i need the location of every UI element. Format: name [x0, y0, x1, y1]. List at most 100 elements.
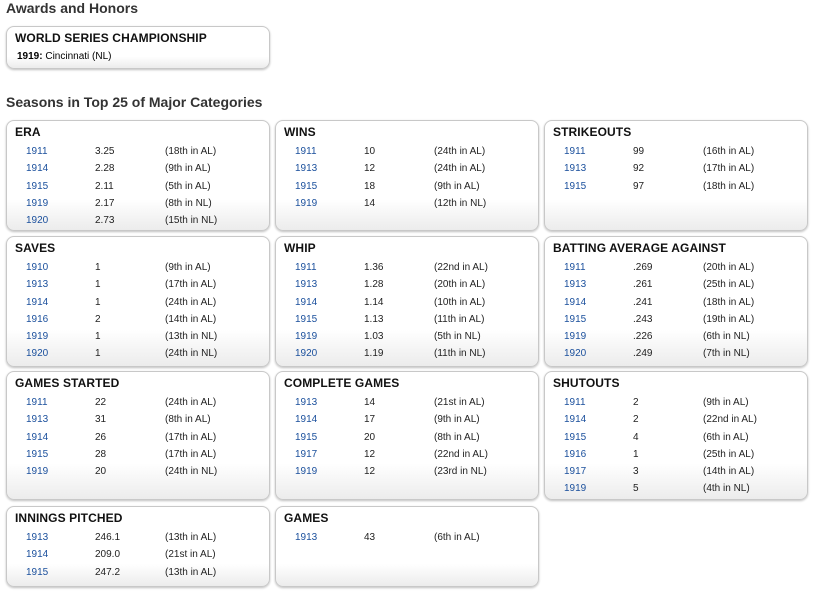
- season-year-link[interactable]: 1919: [564, 331, 587, 343]
- season-year-link[interactable]: 1914: [564, 296, 587, 308]
- category-title: GAMES: [284, 511, 329, 525]
- league-rank: (8th in NL): [165, 197, 212, 209]
- table-row: 1911 22 (24th in AL): [7, 394, 269, 411]
- league-rank: (9th in AL): [434, 414, 480, 426]
- season-year-link[interactable]: 1911: [295, 146, 317, 157]
- season-year-link[interactable]: 1919: [295, 466, 318, 478]
- category-title: WHIP: [284, 241, 316, 255]
- table-row: 1916 1 (25th in AL): [545, 446, 807, 463]
- table-row: 1913 12 (24th in AL): [276, 160, 538, 177]
- season-year-link[interactable]: 1919: [26, 466, 49, 478]
- season-year-link[interactable]: 1915: [26, 448, 49, 460]
- season-year-link[interactable]: 1911: [564, 397, 586, 408]
- stat-value: 4: [633, 431, 639, 443]
- season-year-link[interactable]: 1911: [564, 146, 586, 157]
- category-box-shutouts: SHUTOUTS 1911 2 (9th in AL) 1914 2 (22nd in AL…: [544, 371, 808, 500]
- table-row: 1913 1 (17th in AL): [7, 276, 269, 293]
- season-year-link[interactable]: 1920: [295, 348, 318, 360]
- season-year-link[interactable]: 1915: [295, 431, 318, 443]
- season-year-link[interactable]: 1911: [26, 146, 48, 157]
- table-row: 1914 209.0 (21st in AL): [7, 546, 269, 563]
- league-rank: (24th in AL): [165, 397, 217, 408]
- season-year-link[interactable]: 1913: [295, 397, 318, 408]
- season-year-link[interactable]: 1916: [564, 448, 587, 460]
- season-year-link[interactable]: 1914: [26, 296, 49, 308]
- season-year-link[interactable]: 1913: [26, 532, 49, 543]
- table-row: 1913 1.28 (20th in AL): [276, 276, 538, 293]
- season-year-link[interactable]: 1919: [26, 331, 49, 343]
- season-year-link[interactable]: 1914: [26, 163, 49, 175]
- season-year-link[interactable]: 1911: [564, 262, 586, 273]
- season-year-link[interactable]: 1913: [26, 279, 49, 291]
- stat-value: 92: [633, 163, 645, 175]
- awards-title: Awards and Honors: [6, 0, 138, 16]
- stat-value: .269: [633, 262, 653, 273]
- category-box-complete-games: COMPLETE GAMES 1913 14 (21st in AL) 1914 17 (9…: [275, 371, 539, 500]
- season-year-link[interactable]: 1914: [295, 296, 318, 308]
- table-row: 1911 3.25 (18th in AL): [7, 143, 269, 160]
- category-title: WINS: [284, 125, 316, 139]
- table-row: 1914 1.14 (10th in AL): [276, 294, 538, 311]
- league-rank: (22nd in AL): [434, 262, 488, 273]
- league-rank: (17th in AL): [165, 431, 217, 443]
- season-year-link[interactable]: 1917: [295, 448, 318, 460]
- season-year-link[interactable]: 1913: [26, 414, 49, 426]
- table-row: 1920 1 (24th in NL): [7, 345, 269, 362]
- season-year-link[interactable]: 1911: [295, 262, 317, 273]
- season-year-link[interactable]: 1910: [26, 262, 49, 273]
- league-rank: (17th in AL): [165, 448, 217, 460]
- season-year-link[interactable]: 1914: [26, 549, 49, 561]
- season-year-link[interactable]: 1913: [564, 163, 587, 175]
- stat-value: 10: [364, 146, 376, 157]
- season-year-link[interactable]: 1920: [26, 215, 49, 227]
- stat-value: 97: [633, 180, 645, 192]
- season-year-link[interactable]: 1919: [295, 331, 318, 343]
- season-year-link[interactable]: 1914: [295, 414, 318, 426]
- stat-value: .226: [633, 331, 653, 343]
- season-year-link[interactable]: 1913: [295, 279, 318, 291]
- season-year-link[interactable]: 1915: [295, 313, 318, 325]
- season-year-link[interactable]: 1920: [26, 348, 49, 360]
- category-title: SHUTOUTS: [553, 376, 620, 390]
- stat-value: 2: [633, 397, 639, 408]
- category-box-era: ERA 1911 3.25 (18th in AL) 1914 2.28 (9th in A…: [6, 120, 270, 231]
- league-rank: (18th in AL): [165, 146, 217, 157]
- season-year-link[interactable]: 1913: [295, 163, 318, 175]
- table-row: 1911 10 (24th in AL): [276, 143, 538, 160]
- season-year-link[interactable]: 1913: [564, 279, 587, 291]
- stat-value: .243: [633, 313, 653, 325]
- season-year-link[interactable]: 1913: [295, 532, 318, 543]
- table-row: 1920 1.19 (11th in NL): [276, 345, 538, 362]
- table-row: 1916 2 (14th in AL): [7, 311, 269, 328]
- season-year-link[interactable]: 1919: [295, 197, 318, 209]
- category-rows: 1911 99 (16th in AL) 1913 92 (17th in AL) 1915…: [545, 143, 807, 195]
- season-year-link[interactable]: 1920: [564, 348, 587, 360]
- season-year-link[interactable]: 1914: [26, 431, 49, 443]
- stat-value: 14: [364, 397, 376, 408]
- season-year-link[interactable]: 1915: [564, 313, 587, 325]
- season-year-link[interactable]: 1914: [564, 414, 587, 426]
- stat-value: 3: [633, 466, 639, 478]
- season-year-link[interactable]: 1911: [26, 397, 48, 408]
- season-year-link[interactable]: 1916: [26, 313, 49, 325]
- season-year-link[interactable]: 1915: [564, 431, 587, 443]
- table-row: 1911 2 (9th in AL): [545, 394, 807, 411]
- season-year-link[interactable]: 1915: [26, 566, 49, 578]
- league-rank: (10th in AL): [434, 296, 486, 308]
- season-year-link[interactable]: 1919: [564, 483, 587, 495]
- table-row: 1914 .241 (18th in AL): [545, 294, 807, 311]
- season-year-link[interactable]: 1915: [564, 180, 587, 192]
- world-series-box: WORLD SERIES CHAMPIONSHIP 1919: Cincinna…: [6, 26, 270, 69]
- world-series-entry: 1919: Cincinnati (NL): [17, 51, 112, 62]
- league-rank: (6th in NL): [703, 331, 750, 343]
- season-year-link[interactable]: 1915: [295, 180, 318, 192]
- season-year-link[interactable]: 1917: [564, 466, 587, 478]
- stat-value: 1: [95, 279, 101, 291]
- category-rows: 1911 1.36 (22nd in AL) 1913 1.28 (20th in AL)…: [276, 259, 538, 363]
- category-rows: 1911 .269 (20th in AL) 1913 .261 (25th in AL)…: [545, 259, 807, 363]
- season-year-link[interactable]: 1915: [26, 180, 49, 192]
- league-rank: (5th in NL): [434, 331, 481, 343]
- table-row: 1910 1 (9th in AL): [7, 259, 269, 276]
- season-year-link[interactable]: 1919: [26, 197, 49, 209]
- stat-value: 26: [95, 431, 107, 443]
